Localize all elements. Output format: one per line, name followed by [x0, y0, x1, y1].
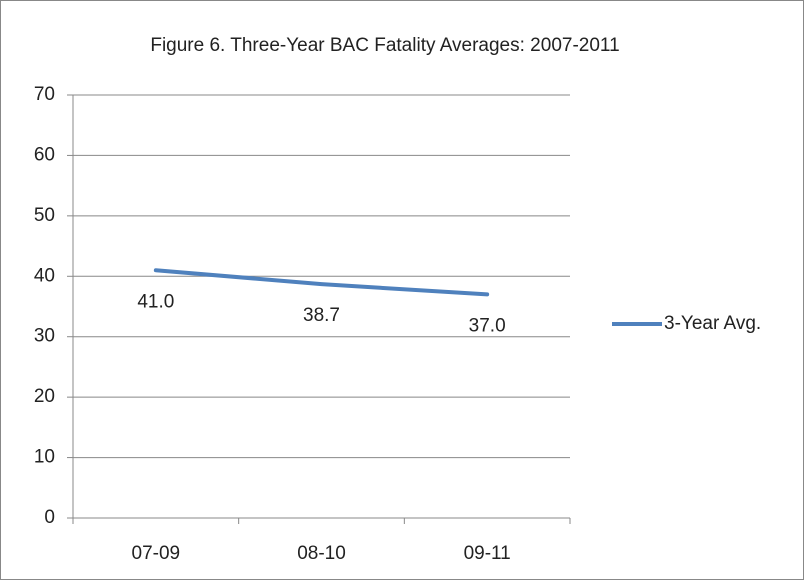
data-label: 41.0 — [137, 291, 174, 312]
y-tick-label: 20 — [34, 386, 55, 407]
legend-label: 3-Year Avg. — [664, 313, 761, 334]
chart-title: Figure 6. Three-Year BAC Fatality Averag… — [150, 35, 619, 56]
data-line — [153, 268, 490, 297]
y-tick-label: 0 — [44, 507, 55, 528]
y-tick-label: 10 — [34, 447, 55, 468]
x-tick-label: 09-11 — [464, 543, 511, 564]
y-tick-label: 60 — [34, 144, 55, 165]
y-tick-label: 70 — [34, 84, 55, 105]
x-tick-label: 07-09 — [132, 543, 181, 564]
data-label: 38.7 — [303, 305, 340, 326]
y-tick-label: 30 — [34, 326, 55, 347]
y-tick-label: 50 — [34, 205, 55, 226]
data-label: 37.0 — [469, 315, 506, 336]
x-tick-label: 08-10 — [297, 543, 346, 564]
y-tick-label: 40 — [34, 265, 55, 286]
